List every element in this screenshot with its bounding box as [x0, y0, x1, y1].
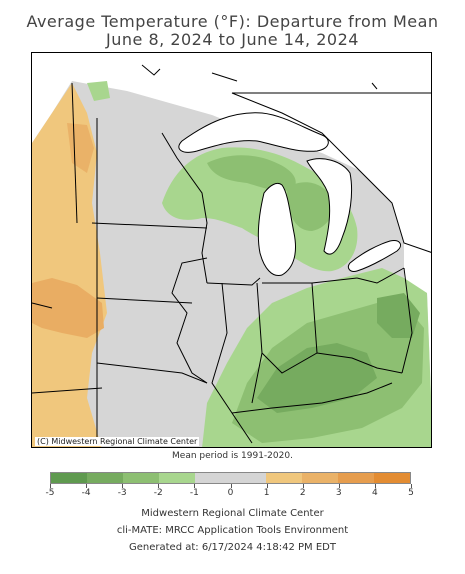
legend-tick-label: -4 [81, 488, 91, 498]
region-cool-nw-corner [87, 81, 110, 101]
mean-period-note: Mean period is 1991-2020. [172, 451, 293, 461]
footer-application: cli-MATE: MRCC Application Tools Environ… [116, 525, 349, 536]
legend-tick [374, 484, 376, 488]
legend-swatch [302, 473, 339, 483]
region-cool-north [162, 147, 358, 272]
legend-tick-label: 0 [227, 488, 234, 498]
lake-michigan [257, 182, 296, 277]
map-svg [32, 53, 431, 447]
legend-swatch [374, 473, 411, 483]
lake-superior [178, 112, 329, 153]
legend-tick [50, 484, 51, 488]
legend-tick-label: -3 [117, 488, 127, 498]
color-legend-ticks: -5 -4 -3 -2 -1 0 1 2 3 4 5 [46, 484, 414, 498]
legend-tick-label: 5 [408, 488, 414, 498]
legend-tick [302, 484, 304, 488]
temperature-departure-map [31, 52, 432, 448]
legend-tick [158, 484, 160, 488]
footer-generated-at: Generated at: 6/17/2024 4:18:42 PM EDT [129, 542, 336, 553]
legend-swatch [194, 473, 231, 483]
legend-tick-label: 1 [263, 488, 270, 498]
coast-hints [141, 64, 378, 90]
legend-swatch [230, 473, 267, 483]
legend-tick [266, 484, 268, 488]
legend-swatch [338, 473, 375, 483]
map-copyright: (C) Midwestern Regional Climate Center [35, 437, 200, 446]
legend-tick-label: 4 [372, 488, 378, 498]
legend-tick-label: -2 [153, 488, 163, 498]
region-warm-west [32, 83, 107, 447]
legend-tick-label: -5 [45, 488, 55, 498]
legend-swatch [51, 473, 87, 483]
lake-superior-outline [178, 112, 329, 153]
color-legend-bar [50, 472, 411, 484]
state-boundaries [32, 82, 413, 444]
region-cool-southeast-deep [257, 343, 377, 413]
legend-tick [86, 484, 88, 488]
footer-organization: Midwestern Regional Climate Center [141, 508, 324, 519]
region-cool-north-deep [207, 155, 296, 191]
legend-tick [338, 484, 340, 488]
legend-swatch [122, 473, 159, 483]
lake-huron [306, 158, 353, 255]
canada-region [231, 92, 431, 253]
region-cool-ohio-deep [377, 293, 420, 338]
legend-swatch [158, 473, 195, 483]
legend-tick-label: -1 [189, 488, 199, 498]
map-date-range: June 8, 2024 to June 14, 2024 [106, 30, 359, 49]
lake-erie [347, 240, 401, 272]
region-warm-west-deep [32, 278, 104, 338]
legend-tick-label: 2 [299, 488, 306, 498]
legend-tick [194, 484, 196, 488]
region-cool-mi-lower [287, 182, 334, 231]
legend-tick [230, 484, 232, 488]
map-title: Average Temperature (°F): Departure from… [26, 12, 439, 31]
legend-tick [411, 484, 412, 488]
legend-tick-label: 3 [335, 488, 342, 498]
legend-swatch [86, 473, 123, 483]
legend-tick [122, 484, 124, 488]
legend-swatch [266, 473, 303, 483]
